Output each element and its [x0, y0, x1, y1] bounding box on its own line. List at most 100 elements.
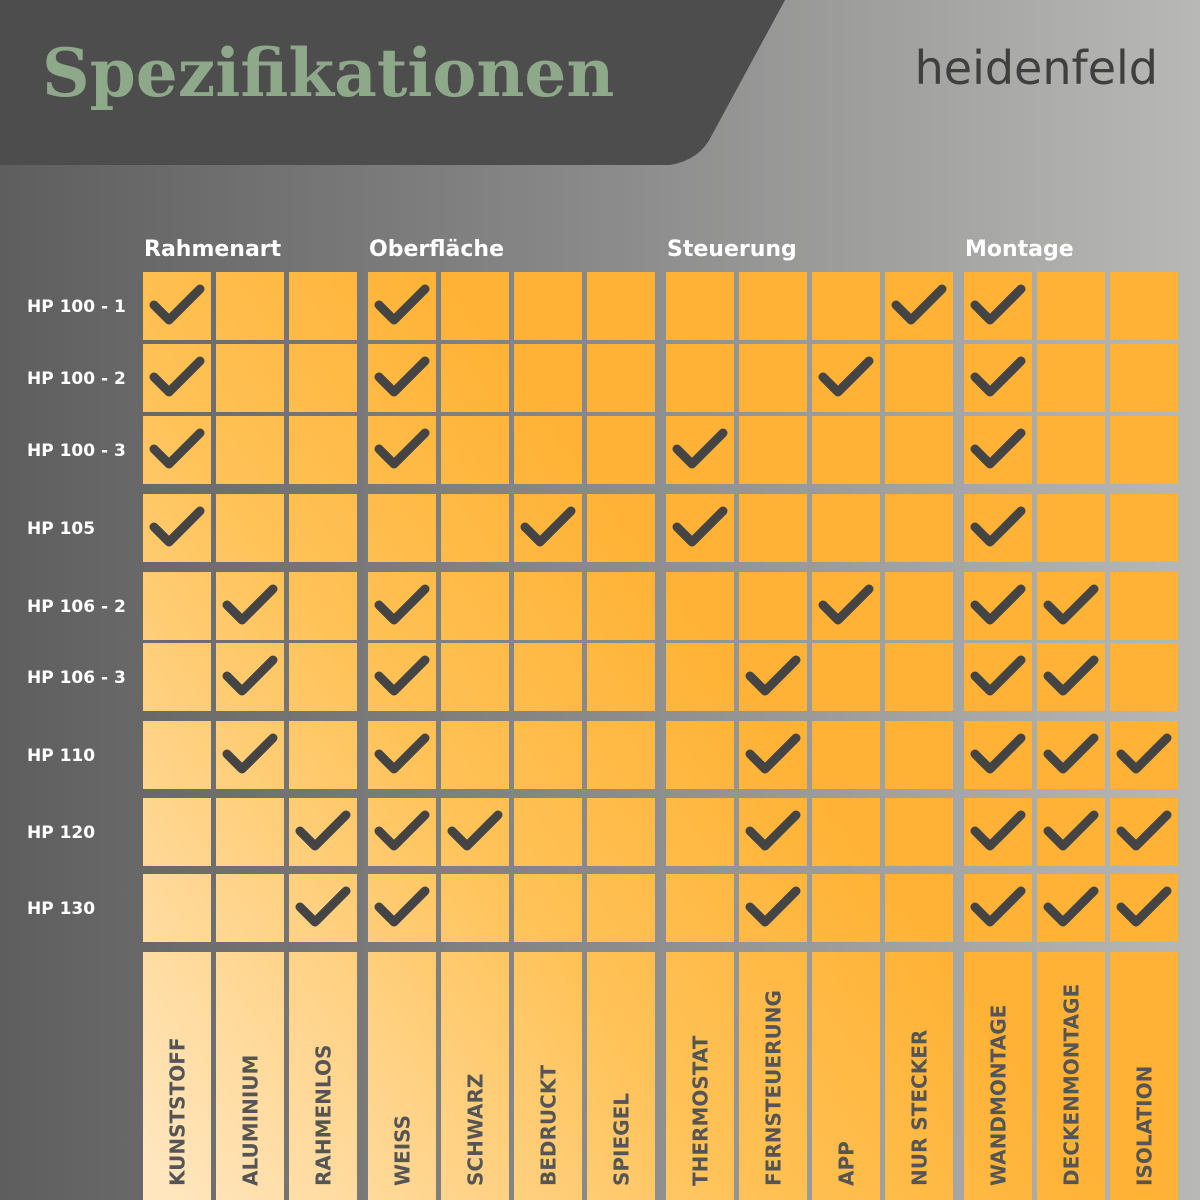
row-label: HP 120 — [27, 823, 95, 843]
cell — [143, 721, 211, 789]
check — [1116, 810, 1172, 851]
cell — [587, 798, 655, 866]
cell — [216, 494, 284, 562]
cell — [143, 874, 211, 942]
cell — [514, 572, 582, 640]
cell — [1037, 344, 1105, 412]
cell — [289, 643, 357, 711]
cell — [885, 572, 953, 640]
check — [374, 428, 430, 469]
check — [149, 284, 205, 325]
check — [745, 810, 801, 851]
column-panel — [441, 952, 509, 1200]
check — [1043, 810, 1099, 851]
cell — [1110, 572, 1178, 640]
check — [295, 886, 351, 927]
cell — [514, 643, 582, 711]
check — [818, 356, 874, 397]
cell — [812, 643, 880, 711]
row-label: HP 106 - 2 — [27, 597, 126, 617]
column-label: FERNSTEUERUNG — [762, 990, 786, 1186]
cell — [666, 721, 734, 789]
cell — [666, 572, 734, 640]
column-label: ALUMINIUM — [239, 1055, 263, 1186]
row-label: HP 100 - 3 — [27, 441, 126, 461]
cell — [216, 272, 284, 340]
cell — [587, 416, 655, 484]
check — [1043, 886, 1099, 927]
column-label: APP — [835, 1141, 859, 1186]
cell — [289, 416, 357, 484]
cell — [143, 643, 211, 711]
cell — [514, 272, 582, 340]
check — [1043, 655, 1099, 696]
cell — [587, 643, 655, 711]
cell — [1110, 344, 1178, 412]
cell — [441, 721, 509, 789]
cell — [666, 798, 734, 866]
cell — [216, 798, 284, 866]
check — [970, 428, 1026, 469]
cell — [587, 272, 655, 340]
column-panel — [812, 952, 880, 1200]
cell — [812, 272, 880, 340]
column-panel — [964, 952, 1032, 1200]
check — [374, 733, 430, 774]
cell — [1110, 494, 1178, 562]
cell — [514, 344, 582, 412]
check — [1043, 584, 1099, 625]
cell — [812, 721, 880, 789]
cell — [739, 416, 807, 484]
column-panel — [587, 952, 655, 1200]
cell — [289, 721, 357, 789]
check — [970, 284, 1026, 325]
column-panel — [289, 952, 357, 1200]
cell — [441, 874, 509, 942]
column-panel — [885, 952, 953, 1200]
cell — [368, 494, 436, 562]
group-header: Montage — [965, 237, 1074, 262]
cell — [666, 344, 734, 412]
column-label: SPIEGEL — [610, 1093, 634, 1186]
cell — [587, 494, 655, 562]
cell — [1110, 416, 1178, 484]
check — [970, 584, 1026, 625]
column-label: WANDMONTAGE — [987, 1005, 1011, 1186]
cell — [514, 416, 582, 484]
cell — [666, 272, 734, 340]
cell — [812, 416, 880, 484]
cell — [739, 344, 807, 412]
check — [1116, 886, 1172, 927]
cell — [216, 874, 284, 942]
cell — [143, 798, 211, 866]
cell — [441, 572, 509, 640]
cell — [666, 874, 734, 942]
cell — [885, 798, 953, 866]
column-label: RAHMENLOS — [312, 1045, 336, 1186]
cell — [885, 643, 953, 711]
cell — [812, 798, 880, 866]
cell — [885, 344, 953, 412]
check — [672, 506, 728, 547]
cell — [1037, 272, 1105, 340]
group-header: Rahmenart — [144, 237, 282, 262]
check — [520, 506, 576, 547]
group-header: Steuerung — [667, 237, 797, 262]
cell — [587, 572, 655, 640]
check — [374, 584, 430, 625]
cell — [587, 874, 655, 942]
row-label: HP 100 - 2 — [27, 369, 126, 389]
check — [222, 584, 278, 625]
check — [970, 356, 1026, 397]
group-header: Oberfläche — [369, 237, 504, 262]
check — [745, 655, 801, 696]
check — [970, 655, 1026, 696]
cell — [1037, 416, 1105, 484]
cell — [289, 344, 357, 412]
cell — [1110, 643, 1178, 711]
column-panel — [1037, 952, 1105, 1200]
column-label: DECKENMONTAGE — [1060, 984, 1084, 1186]
check — [970, 506, 1026, 547]
row-label: HP 110 — [27, 746, 95, 766]
